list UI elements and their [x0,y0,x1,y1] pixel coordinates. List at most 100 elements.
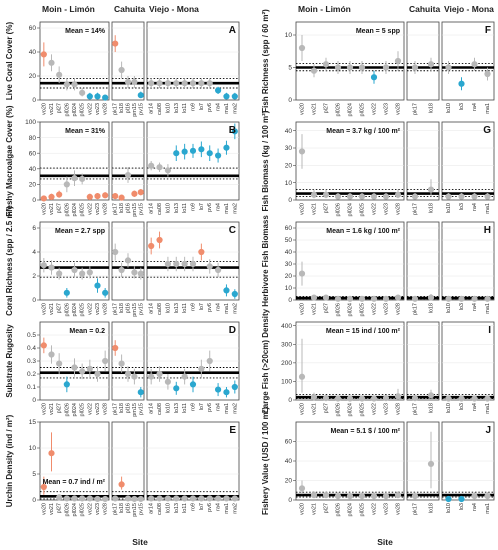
data-point-f [310,67,318,74]
data-point-b [156,164,163,171]
y-tick-label-i: 400 [281,323,292,330]
x-tick-label-a: ar14 [149,103,155,114]
x-tick-label-c: ca08 [157,303,163,315]
panel-frame-e [39,421,110,501]
y-tick-label-g: 40 [285,128,293,135]
x-tick-label-j: vo22 [372,503,378,515]
x-tick-label-b: lo11 [182,203,188,213]
data-point-a [173,80,180,87]
data-point-b [40,195,47,202]
data-point-i [322,395,330,402]
data-point-i [427,392,435,399]
x-tick-label-j: vo28 [396,503,402,515]
data-point-g [394,191,402,198]
data-point-f [471,61,478,68]
data-point-b [181,148,188,155]
mean-label-j: Mean = 5.1 $ / 100 m² [331,428,401,435]
y-tick-label-e: 10 [29,445,37,452]
x-tick-label-e: ra4 [216,503,222,511]
y-tick-label-i: 0 [288,397,292,404]
x-tick-label-d: lo7 [199,403,205,410]
x-tick-label-b: pl026 [64,203,70,216]
data-point-a [40,51,47,58]
mean-label-c: Mean = 2.7 spp [55,228,105,235]
x-tick-label-b: ro9 [191,203,197,211]
y-axis-title-j: Fishery Value (USD / 100 m²) [261,407,270,515]
x-tick-label-g: lo3 [459,203,465,210]
panel-frame-e [146,421,240,501]
data-point-h [370,295,378,302]
y-axis-title-g: Fish Biomass (kg / 100 m²) [261,110,270,211]
x-tick-label-c: pl16 [126,303,132,313]
y-tick-label-c: 0 [32,297,36,304]
x-tick-label-c: vo20 [41,303,47,315]
x-tick-label-f: ra4 [472,103,478,111]
x-tick-label-h: pl026 [336,303,342,316]
x-tick-label-d: lo18 [119,403,125,413]
data-point-j [445,495,452,503]
x-tick-label-e: ar14 [149,503,155,514]
data-point-h [358,295,366,302]
y-axis-title-f: Fish Richness (spp / 60 m²) [261,9,270,113]
x-tick-label-a: lo13 [174,103,180,113]
x-tick-label-h: vo28 [396,303,402,315]
x-tick-label-g: pk17 [413,203,419,215]
x-tick-label-e: pl024 [72,503,78,516]
data-point-j [471,493,478,500]
data-point-d [48,351,55,358]
x-tick-label-a: pl16 [126,103,132,113]
panel-letter-j: J [485,425,491,436]
data-point-d [112,344,119,352]
data-point-a [124,78,132,86]
y-tick-label-b: 20 [29,182,37,189]
data-point-a [214,87,222,94]
panel-frame-h [441,221,495,301]
data-point-g [445,193,452,200]
y-tick-label-c: 4 [32,249,36,256]
x-tick-label-f: vo21 [312,103,318,115]
x-tick-label-d: pl026 [64,403,70,416]
region-header-right-1: Cahuita [409,4,440,14]
x-tick-label-h: ma1 [485,303,491,314]
data-point-d [56,360,63,367]
data-point-g [358,193,366,200]
data-point-c [181,260,188,268]
data-point-a [189,80,197,87]
x-axis-title-left: Site [132,537,148,547]
data-point-j [458,495,465,503]
region-header-left-2: Viejo - Mona [149,4,199,14]
y-tick-label-c: 2 [32,273,36,280]
x-tick-label-j: pl026 [336,503,342,516]
x-tick-label-i: lo18 [429,403,435,413]
x-tick-label-j: pl27 [324,503,330,513]
data-point-f [411,64,419,71]
panel-letter-a: A [229,25,236,36]
x-tick-label-d: vo28 [103,403,109,415]
panel-frame-b [39,121,110,201]
x-tick-label-c: vo28 [103,303,109,315]
data-point-h [427,294,435,301]
data-point-c [231,290,238,298]
data-point-d [198,365,205,372]
x-tick-label-g: ra4 [472,203,478,211]
x-tick-label-c: lo11 [182,303,188,313]
data-point-b [102,192,109,199]
x-tick-label-h: lo10 [446,303,452,313]
data-point-b [56,191,63,198]
data-point-e [173,495,180,502]
data-point-i [358,395,366,402]
data-point-a [86,93,93,100]
x-tick-label-a: pl025 [80,103,86,116]
x-tick-label-d: pv15 [138,403,144,415]
data-point-d [94,370,101,378]
data-point-c [112,248,119,256]
x-tick-label-i: ra4 [472,403,478,411]
y-tick-label-e: 0 [32,497,36,504]
y-tick-label-h: 10 [285,285,293,292]
data-point-j [370,493,378,500]
panel-letter-f: F [485,25,491,36]
panel-letter-b: B [229,125,236,136]
x-tick-label-d: ra4 [216,403,222,411]
